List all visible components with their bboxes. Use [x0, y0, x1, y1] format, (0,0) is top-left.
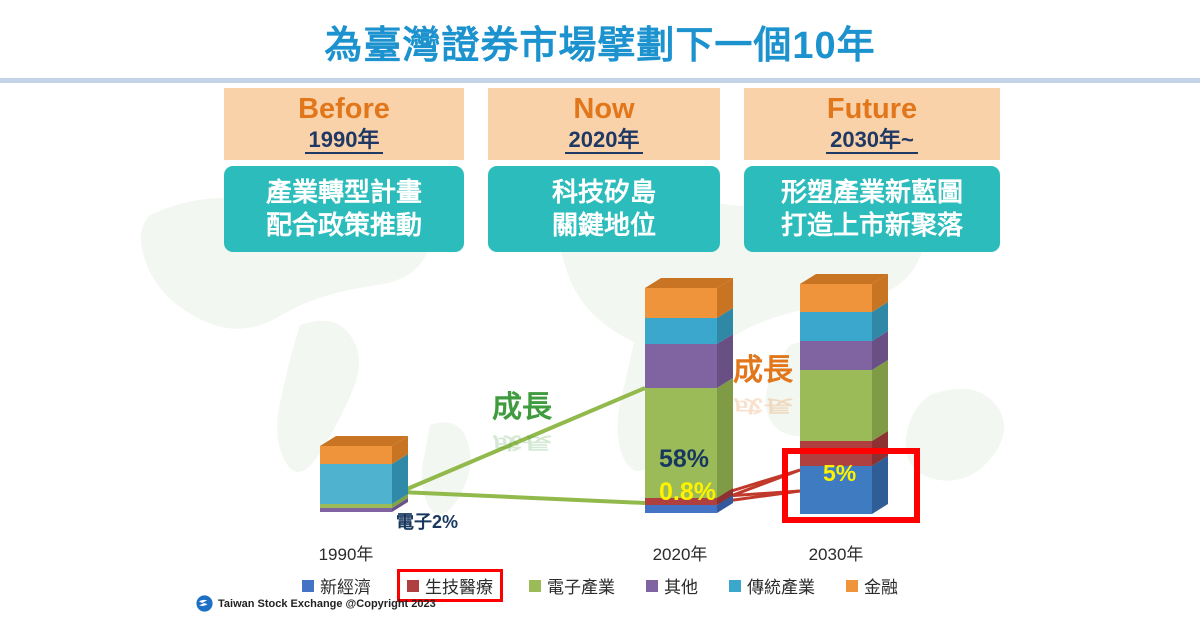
legend-item-2[interactable]: 電子產業 — [524, 570, 620, 601]
era-column-future: Future 2030年~ 形塑產業新藍圖 打造上市新聚落 — [744, 88, 1000, 252]
era-column-before: Before 1990年 產業轉型計畫 配合政策推動 — [224, 88, 464, 252]
era-column-now: Now 2020年 科技矽島 關鍵地位 — [488, 88, 720, 252]
era-body-line1-future: 形塑產業新藍圖 — [780, 177, 963, 208]
legend-label: 其他 — [664, 578, 698, 597]
x-axis-label-2020: 2020年 — [652, 545, 708, 564]
legend-label: 生技醫療 — [425, 578, 493, 597]
footer-text: Taiwan Stock Exchange @Copyright 2023 — [218, 597, 436, 610]
legend-swatch-icon — [407, 579, 419, 592]
data-label-biotech-2030: 5% — [823, 460, 857, 486]
legend-label: 新經濟 — [320, 578, 371, 597]
legend-item-4[interactable]: 傳統產業 — [724, 570, 820, 601]
legend-swatch-icon — [646, 579, 658, 592]
era-body-line2-now: 關鍵地位 — [551, 210, 656, 240]
era-year-before: 1990年 — [304, 128, 384, 154]
growth-connector-red — [711, 468, 801, 505]
era-header-now: Now 2020年 — [488, 88, 720, 160]
era-body-before: 產業轉型計畫 配合政策推動 — [224, 166, 464, 252]
page-title: 為臺灣證券市場擘劃下一個10年 — [324, 25, 876, 67]
data-label-electronics-2020: 58% — [659, 445, 710, 473]
era-body-line2-future: 打造上市新聚落 — [780, 210, 963, 240]
twse-logo-icon — [196, 595, 213, 612]
legend-item-0[interactable]: 新經濟 — [297, 570, 376, 601]
era-header-before: Before 1990年 — [224, 88, 464, 160]
era-body-line1-now: 科技矽島 — [551, 177, 656, 208]
legend-swatch-icon — [729, 579, 741, 592]
era-body-line2-before: 配合政策推動 — [265, 210, 422, 240]
x-axis-label-2030: 2030年 — [808, 545, 864, 564]
growth-label-1-reflection: 成長 — [492, 433, 552, 452]
growth-label-1: 成長 成長 — [492, 382, 552, 466]
bar-1990 — [320, 436, 408, 512]
chart-legend: 新經濟 生技醫療 電子產業 其他 傳統產業 金融 — [0, 569, 1200, 602]
x-axis-label-1990: 1990年 — [318, 545, 374, 564]
data-label-electronics-1990: 電子2% — [396, 512, 459, 532]
legend-swatch-icon — [529, 579, 541, 592]
era-year-now: 2020年 — [564, 128, 644, 154]
legend-item-3[interactable]: 其他 — [641, 570, 703, 601]
legend-item-1[interactable]: 生技醫療 — [397, 569, 503, 602]
era-title-now: Now — [573, 93, 635, 126]
legend-swatch-icon — [846, 579, 858, 592]
era-header-future: Future 2030年~ — [744, 88, 1000, 160]
legend-swatch-icon — [302, 579, 314, 592]
title-divider — [0, 78, 1200, 83]
footer: Taiwan Stock Exchange @Copyright 2023 — [196, 595, 436, 612]
era-body-line1-before: 產業轉型計畫 — [265, 177, 422, 208]
legend-label: 金融 — [864, 578, 898, 597]
era-year-future: 2030年~ — [826, 128, 918, 154]
era-body-future: 形塑產業新藍圖 打造上市新聚落 — [744, 166, 1000, 252]
era-title-before: Before — [298, 93, 390, 126]
legend-item-5[interactable]: 金融 — [841, 570, 903, 601]
growth-label-2-reflection: 成長 — [733, 396, 793, 415]
era-title-future: Future — [826, 93, 918, 126]
legend-label: 電子產業 — [547, 578, 615, 597]
data-label-biotech-2020: 0.8% — [659, 478, 716, 506]
legend-label: 傳統產業 — [747, 578, 815, 597]
era-body-now: 科技矽島 關鍵地位 — [488, 166, 720, 252]
growth-label-2: 成長 成長 — [733, 345, 793, 429]
